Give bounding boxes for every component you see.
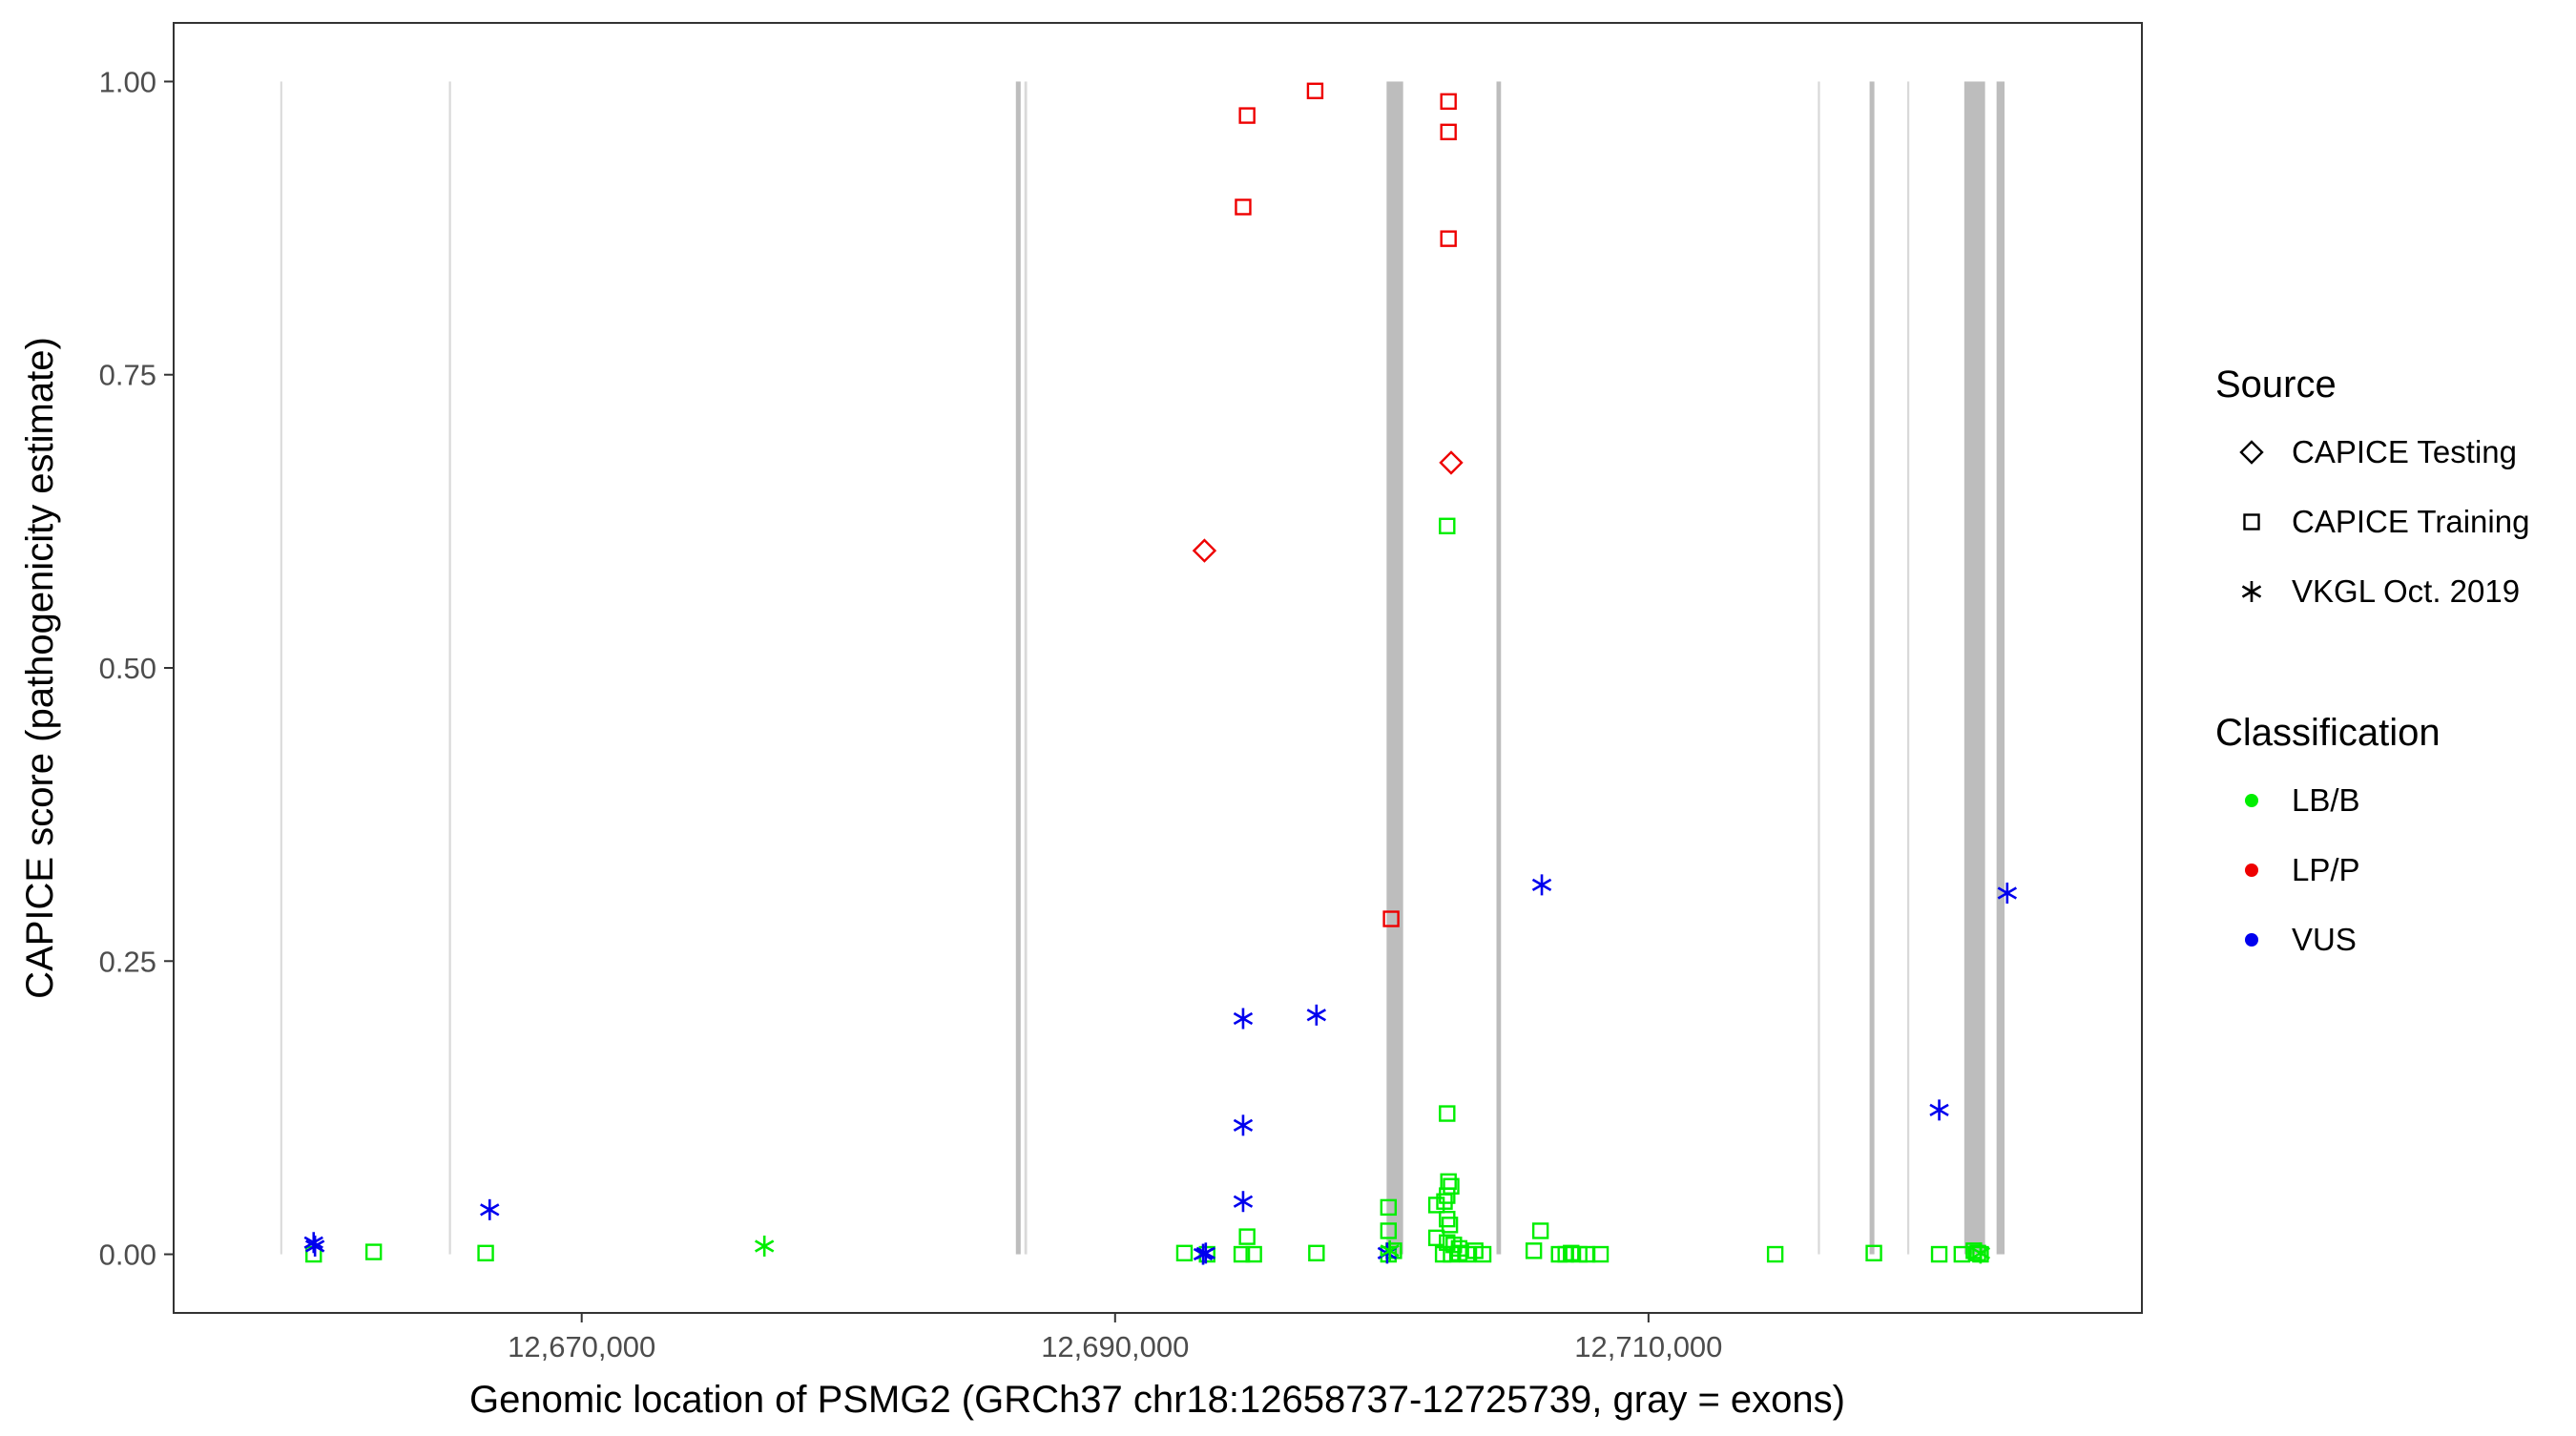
data-point (1198, 1245, 1215, 1263)
x-tick-label: 12,710,000 (1574, 1330, 1722, 1363)
legend-item-label: CAPICE Testing (2292, 434, 2517, 469)
data-point (1953, 1245, 1971, 1263)
data-point (1192, 538, 1217, 563)
data-point (1439, 1210, 1456, 1228)
data-point (1308, 1244, 1325, 1262)
data-point (1235, 198, 1252, 216)
exon-band (280, 81, 282, 1255)
legend-item-label: VUS (2292, 922, 2357, 957)
data-point (1531, 874, 1552, 896)
data-point (1238, 1228, 1256, 1245)
exon-band (1996, 81, 2005, 1255)
exon-band (448, 81, 451, 1255)
legend-key-square (2243, 513, 2260, 531)
data-point (1441, 1217, 1459, 1234)
data-point (304, 1235, 325, 1257)
exon-band (1015, 81, 1021, 1255)
data-point (1929, 1099, 1949, 1121)
data-point (1380, 1198, 1398, 1217)
data-point (1380, 1239, 1400, 1261)
data-point (1306, 82, 1324, 99)
data-point (480, 1198, 500, 1220)
legend: Source CAPICE Testing CAPICE Training VKGL … (2215, 364, 2529, 957)
data-point (1427, 1197, 1445, 1214)
legend-key-dot (2245, 864, 2258, 877)
data-point (1439, 450, 1464, 475)
y-axis-label: CAPICE score (pathogenicity estimate) (19, 337, 61, 999)
legend-key-dot (2245, 933, 2258, 947)
data-point (1997, 882, 2018, 904)
exon-band (1818, 81, 1820, 1255)
data-point (1525, 1242, 1543, 1259)
x-tick-label: 12,690,000 (1041, 1330, 1189, 1363)
data-point (1440, 230, 1457, 247)
data-point (1440, 93, 1457, 111)
data-point (1233, 1114, 1254, 1136)
data-point (364, 1243, 383, 1260)
exon-band (1869, 81, 1875, 1255)
legend-item-label: LB/B (2292, 782, 2360, 818)
exon-band (1496, 81, 1502, 1255)
x-tick-label: 12,670,000 (508, 1330, 655, 1363)
data-point (1766, 1245, 1784, 1263)
data-point (1195, 1242, 1215, 1264)
series (1192, 450, 1464, 563)
y-tick-label: 0.00 (99, 1238, 156, 1272)
data-point (1865, 1244, 1882, 1262)
data-point (1531, 1222, 1549, 1239)
series (1235, 82, 1457, 927)
legend-key-asterisk (2241, 581, 2262, 602)
data-point (303, 1232, 323, 1254)
exon-band (1963, 81, 1985, 1255)
y-tick-label: 0.50 (99, 652, 156, 685)
data-point (1380, 1222, 1398, 1239)
series (305, 517, 1989, 1263)
data-point (1591, 1245, 1610, 1263)
data-point (1930, 1245, 1948, 1263)
exon-band (1386, 81, 1403, 1255)
legend-title-source: Source (2215, 364, 2337, 406)
data-point (1439, 517, 1456, 534)
data-point (1474, 1245, 1492, 1263)
data-points (303, 82, 2018, 1265)
exon-band (1907, 81, 1910, 1255)
x-axis-label: Genomic location of PSMG2 (GRCh37 chr18:… (469, 1379, 1845, 1421)
exon-bands (280, 81, 2005, 1255)
data-point (755, 1235, 775, 1257)
legend-title-classification: Classification (2215, 712, 2441, 754)
legend-item-label: VKGL Oct. 2019 (2292, 573, 2520, 609)
data-point (1238, 107, 1256, 124)
data-point (1233, 1008, 1254, 1030)
exon-band (1024, 81, 1028, 1255)
axes: 0.00 0.25 0.50 0.75 1.00 12,670,000 12,690,000… (99, 65, 1723, 1363)
data-point (1439, 1187, 1456, 1204)
data-point (1427, 1229, 1445, 1247)
data-point (1439, 1105, 1456, 1122)
data-point (1245, 1245, 1262, 1263)
data-point (1306, 1004, 1327, 1026)
legend-item-label: LP/P (2292, 852, 2360, 887)
data-point (1969, 1244, 1986, 1262)
y-tick-label: 0.25 (99, 945, 156, 978)
data-point (1970, 1242, 1991, 1264)
legend-item-label: CAPICE Training (2292, 504, 2529, 539)
data-point (1382, 910, 1400, 927)
data-point (1440, 123, 1457, 141)
legend-key-dot (2245, 794, 2258, 807)
legend-key-diamond (2239, 440, 2264, 465)
series (755, 1235, 1991, 1264)
y-tick-label: 1.00 (99, 65, 156, 98)
data-point (1233, 1245, 1251, 1263)
data-point (1175, 1244, 1194, 1262)
data-point (477, 1244, 494, 1262)
y-tick-label: 0.75 (99, 359, 156, 392)
data-point (1233, 1191, 1254, 1213)
